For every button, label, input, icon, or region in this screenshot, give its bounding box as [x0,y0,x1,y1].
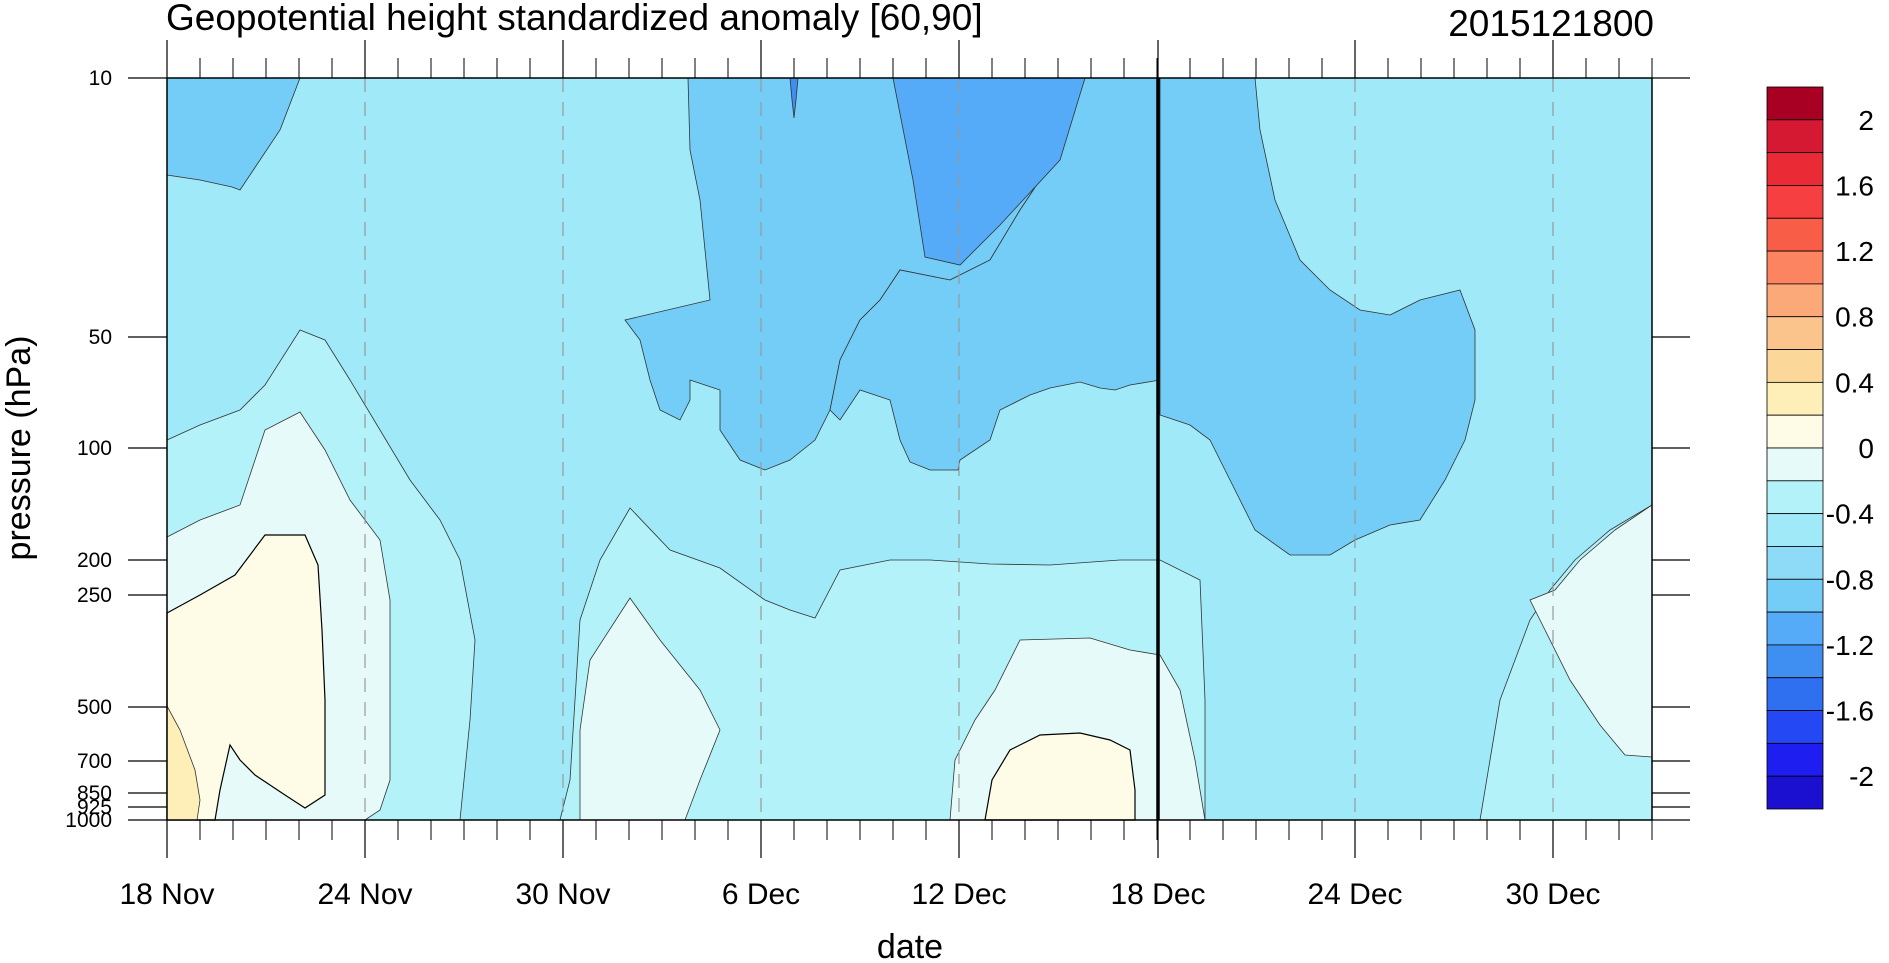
y-tick-label: 200 [77,549,112,572]
y-tick-label: 50 [89,326,112,349]
colorbar-swatch [1766,447,1824,482]
x-axis-title: date [877,928,943,963]
colorbar-label: -1.2 [1826,630,1874,661]
x-tick-12dec: 12 Dec [911,40,1007,911]
y-tick-500: 500 [77,696,1690,719]
y-tick-label: 250 [77,584,112,607]
colorbar-label: 2 [1858,105,1874,136]
colorbar-label: -0.4 [1826,499,1874,530]
x-axis: 18 Nov 24 Nov 30 Nov 6 Dec 12 Dec 18 Dec [119,40,1601,911]
colorbar-swatch [1766,578,1824,613]
y-tick-850: 850 [77,782,1690,805]
y-tick-700: 700 [77,750,1690,773]
colorbar-swatch [1766,480,1824,515]
colorbar-swatch [1766,677,1824,711]
contour-band-neg12-top [892,77,1086,266]
y-tick-1000: 1000 [65,809,1690,832]
colorbar-swatch [1766,349,1824,383]
y-axis: 10 50 100 200 250 500 [65,67,1690,832]
y-tick-label: 10 [89,67,112,90]
y-tick-label: 925 [77,796,112,819]
y-tick-label: 850 [77,782,112,805]
y-tick-200: 200 [77,549,1690,572]
y-tick-label: 700 [77,750,112,773]
contour-band-neg10-center2 [829,77,1161,471]
colorbar-swatch [1766,86,1824,121]
x-tick-30nov: 30 Nov [515,40,611,911]
colorbar-label: 0.4 [1835,367,1874,398]
x-tick-label: 30 Dec [1505,878,1600,911]
colorbar-label: 1.6 [1835,170,1874,201]
colorbar-swatch [1766,250,1824,285]
y-tick-100: 100 [77,437,1690,460]
chart-date-stamp: 2015121800 [1448,3,1654,44]
colorbar-label: 1.2 [1835,236,1874,267]
colorbar-swatch [1766,414,1824,449]
x-tick-18dec: 18 Dec [1110,40,1206,911]
colorbar-label: -0.8 [1826,564,1874,595]
x-minor-ticks [166,58,1653,840]
colorbar-swatch [1766,381,1824,416]
colorbar-swatch [1766,611,1824,646]
y-tick-925: 925 [77,796,1690,819]
plot-area [166,77,1653,821]
contour-band-neg10-upper-left [166,77,301,191]
colorbar-swatch [1766,185,1824,219]
x-tick-6dec: 6 Dec [722,40,800,911]
x-tick-label: 24 Dec [1307,878,1402,911]
colorbar [1766,86,1824,810]
x-tick-label: 12 Dec [911,878,1006,911]
plot-frame [166,77,1653,821]
x-tick-label: 6 Dec [722,878,800,911]
colorbar-swatch [1766,546,1824,580]
colorbar-swatch [1766,742,1824,777]
y-tick-label: 100 [77,437,112,460]
x-tick-label: 18 Dec [1110,878,1205,911]
chart-title: Geopotential height standardized anomaly… [166,0,983,38]
y-tick-10: 10 [89,67,1690,90]
contour-band-pos-left [166,534,326,821]
colorbar-swatch [1766,513,1824,547]
colorbar-labels: 2 1.6 1.2 0.8 0.4 0 -0.4 -0.8 -1.2 -1.6 -2 [1826,105,1874,792]
x-tick-24nov: 24 Nov [317,40,413,911]
colorbar-swatch [1766,710,1824,744]
colorbar-swatch [1766,283,1824,318]
colorbar-swatch [1766,316,1824,350]
y-tick-label: 1000 [65,809,112,832]
contour-band-neg10-right [1159,77,1476,556]
colorbar-label: 0.8 [1835,302,1874,333]
contour-fills [166,77,1653,821]
colorbar-label: 0 [1858,433,1874,464]
colorbar-swatch [1766,119,1824,154]
x-tick-30dec: 30 Dec [1505,40,1601,911]
y-tick-250: 250 [77,584,1690,607]
y-tick-label: 500 [77,696,112,719]
date-gridlines [364,78,1554,820]
colorbar-label: -1.6 [1826,696,1874,727]
colorbar-swatch [1766,152,1824,186]
y-tick-50: 50 [89,326,1690,349]
colorbar-swatch [1766,775,1824,810]
contour-band-pos-mid [984,732,1136,821]
contour-band-neg04-right [1529,504,1653,758]
x-tick-label: 24 Nov [317,878,412,911]
colorbar-label: -2 [1849,761,1874,792]
x-tick-24dec: 24 Dec [1307,40,1403,911]
x-tick-label: 18 Nov [119,878,214,911]
colorbar-swatch [1766,217,1824,252]
x-tick-18nov: 18 Nov [119,40,215,911]
y-axis-title: pressure (hPa) [0,336,38,561]
colorbar-swatch [1766,644,1824,679]
x-tick-label: 30 Nov [515,878,610,911]
